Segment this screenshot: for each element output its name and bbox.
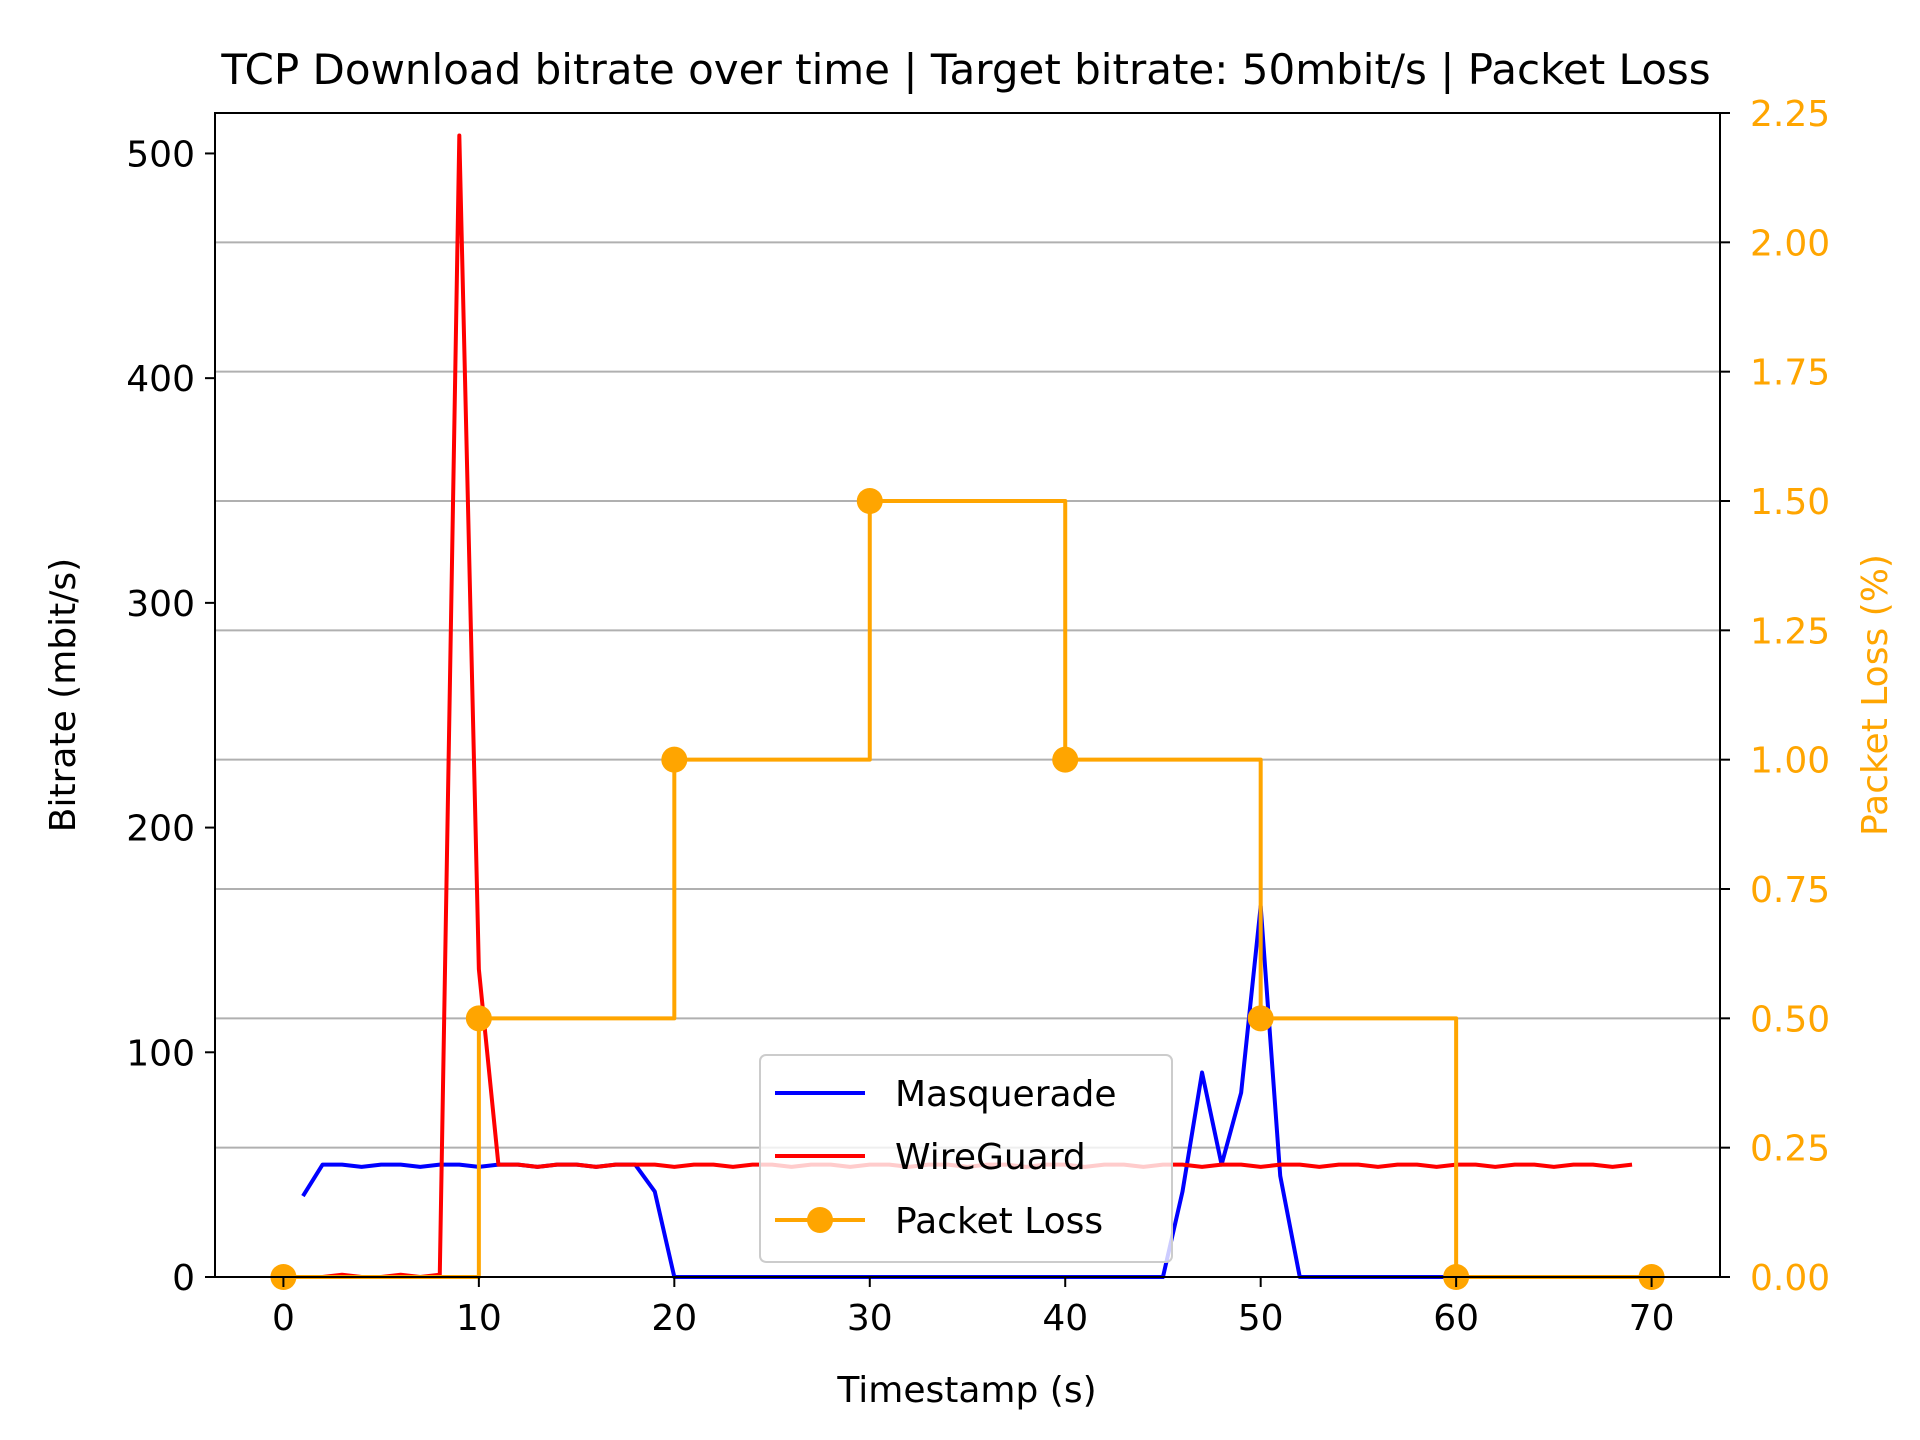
x-tick-label: 0 xyxy=(272,1298,295,1339)
y-axis-right: 0.00 0.25 0.50 0.75 1.00 1.25 1.50 1.75 2.00 2.25 xyxy=(1720,94,1830,1299)
y2-tick-label: 1.50 xyxy=(1750,482,1830,523)
chart-title: TCP Download bitrate over time | Target … xyxy=(220,45,1710,94)
legend: Masquerade WireGuard Packet Loss xyxy=(759,1054,1173,1263)
x-tick-label: 20 xyxy=(651,1298,697,1339)
y2-tick-label: 0.50 xyxy=(1750,999,1830,1040)
y-tick-label: 400 xyxy=(126,359,195,400)
y-tick-label: 500 xyxy=(126,134,195,175)
legend-box xyxy=(759,1054,1173,1263)
y-axis-label: Bitrate (mbit/s) xyxy=(43,558,84,832)
y2-tick-label: 2.00 xyxy=(1750,223,1830,264)
x-tick-label: 60 xyxy=(1433,1298,1479,1339)
y2-tick-label: 1.25 xyxy=(1750,611,1830,652)
x-tick-label: 40 xyxy=(1042,1298,1088,1339)
y2-tick-label: 0.75 xyxy=(1750,870,1830,911)
y2-tick-label: 1.00 xyxy=(1750,741,1830,782)
x-tick-label: 30 xyxy=(847,1298,893,1339)
y2-axis-label: Packet Loss (%) xyxy=(1855,554,1896,836)
x-axis-label: Timestamp (s) xyxy=(836,1370,1096,1411)
x-tick-label: 50 xyxy=(1238,1298,1284,1339)
y2-tick-label: 0.25 xyxy=(1750,1129,1830,1170)
y2-tick-label: 1.75 xyxy=(1750,353,1830,394)
x-axis: 0 10 20 30 40 50 60 70 xyxy=(272,1277,1675,1339)
y2-tick-label: 2.25 xyxy=(1750,94,1830,135)
y2-tick-label: 0.00 xyxy=(1750,1258,1830,1299)
x-tick-label: 10 xyxy=(456,1298,502,1339)
series-line-packet-loss xyxy=(283,499,1652,1279)
data-point-packet-loss xyxy=(1052,746,1079,773)
legend-label-packet-loss: Packet Loss xyxy=(895,1201,1103,1242)
plot-frame xyxy=(214,112,1721,1278)
legend-label-wireguard: WireGuard xyxy=(895,1137,1086,1178)
data-point-packet-loss xyxy=(1247,1005,1274,1032)
x-tick-label: 70 xyxy=(1629,1298,1675,1339)
y-tick-label: 300 xyxy=(126,584,195,625)
y-tick-label: 200 xyxy=(126,809,195,850)
legend-marker-packet-loss xyxy=(807,1207,833,1233)
data-point-packet-loss xyxy=(856,488,883,514)
y-axis-left: 0 100 200 300 400 500 xyxy=(126,134,215,1299)
data-point-packet-loss xyxy=(465,1005,492,1032)
legend-label-masquerade: Masquerade xyxy=(895,1074,1117,1115)
data-point-packet-loss xyxy=(661,746,688,773)
y-tick-label: 0 xyxy=(172,1258,195,1299)
y-tick-label: 100 xyxy=(126,1033,195,1074)
